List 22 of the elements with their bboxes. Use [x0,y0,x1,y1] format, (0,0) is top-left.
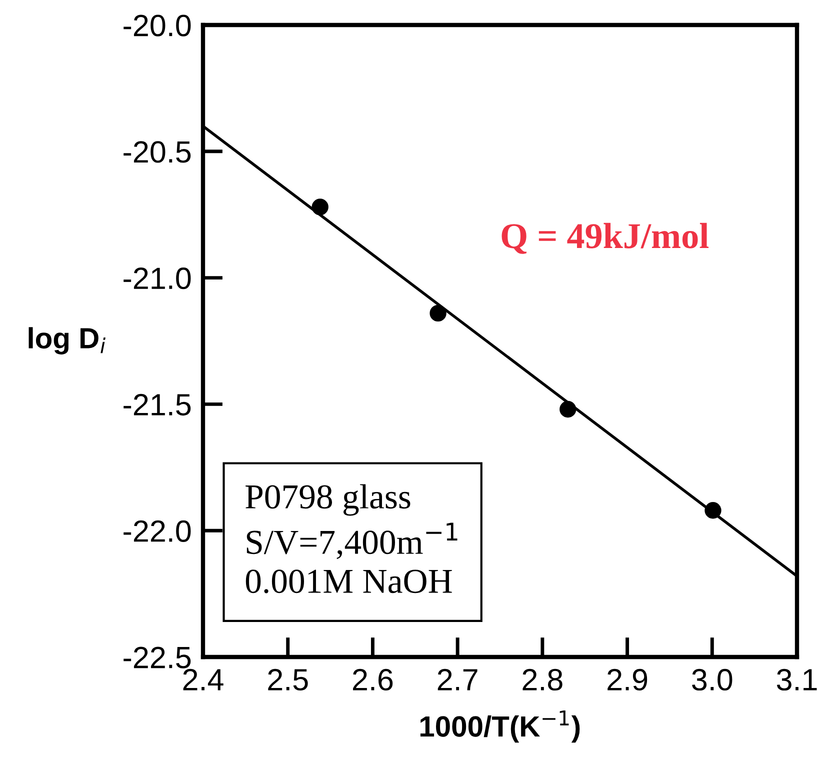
y-tick-label: -22.0 [124,520,191,542]
annotation: Q = 49kJ/mol [502,222,709,254]
x-tick-label: 2.8 [522,668,562,691]
y-axis-title: log D$_{i}$ [28,327,106,354]
point [704,502,722,519]
annotation: P0798 glass S/V=7,400m$^{−1}$ 0.001M NaOH [246,484,458,594]
y-tick-label: -20.5 [124,141,191,163]
x-tick-label: 2.6 [353,668,393,691]
x-tick-label: 3.1 [776,668,817,691]
y-tick-label: -21.5 [124,394,191,416]
x-tick-label: 3.0 [692,668,732,691]
point [312,198,328,216]
x-tick-label: 2.7 [438,668,478,690]
x-tick-label: 2.9 [608,668,648,691]
y-tick-label: -21.0 [124,268,191,290]
x-axis-title: 1000/T(K$^{−1}$) [420,710,580,743]
point [560,400,576,418]
x-tick-label: 2.4 [183,668,224,690]
y-tick-label: -20.0 [124,14,191,36]
x-tick-label: 2.5 [268,668,308,691]
point [430,304,446,322]
y-tick-label: -22.5 [124,646,191,668]
